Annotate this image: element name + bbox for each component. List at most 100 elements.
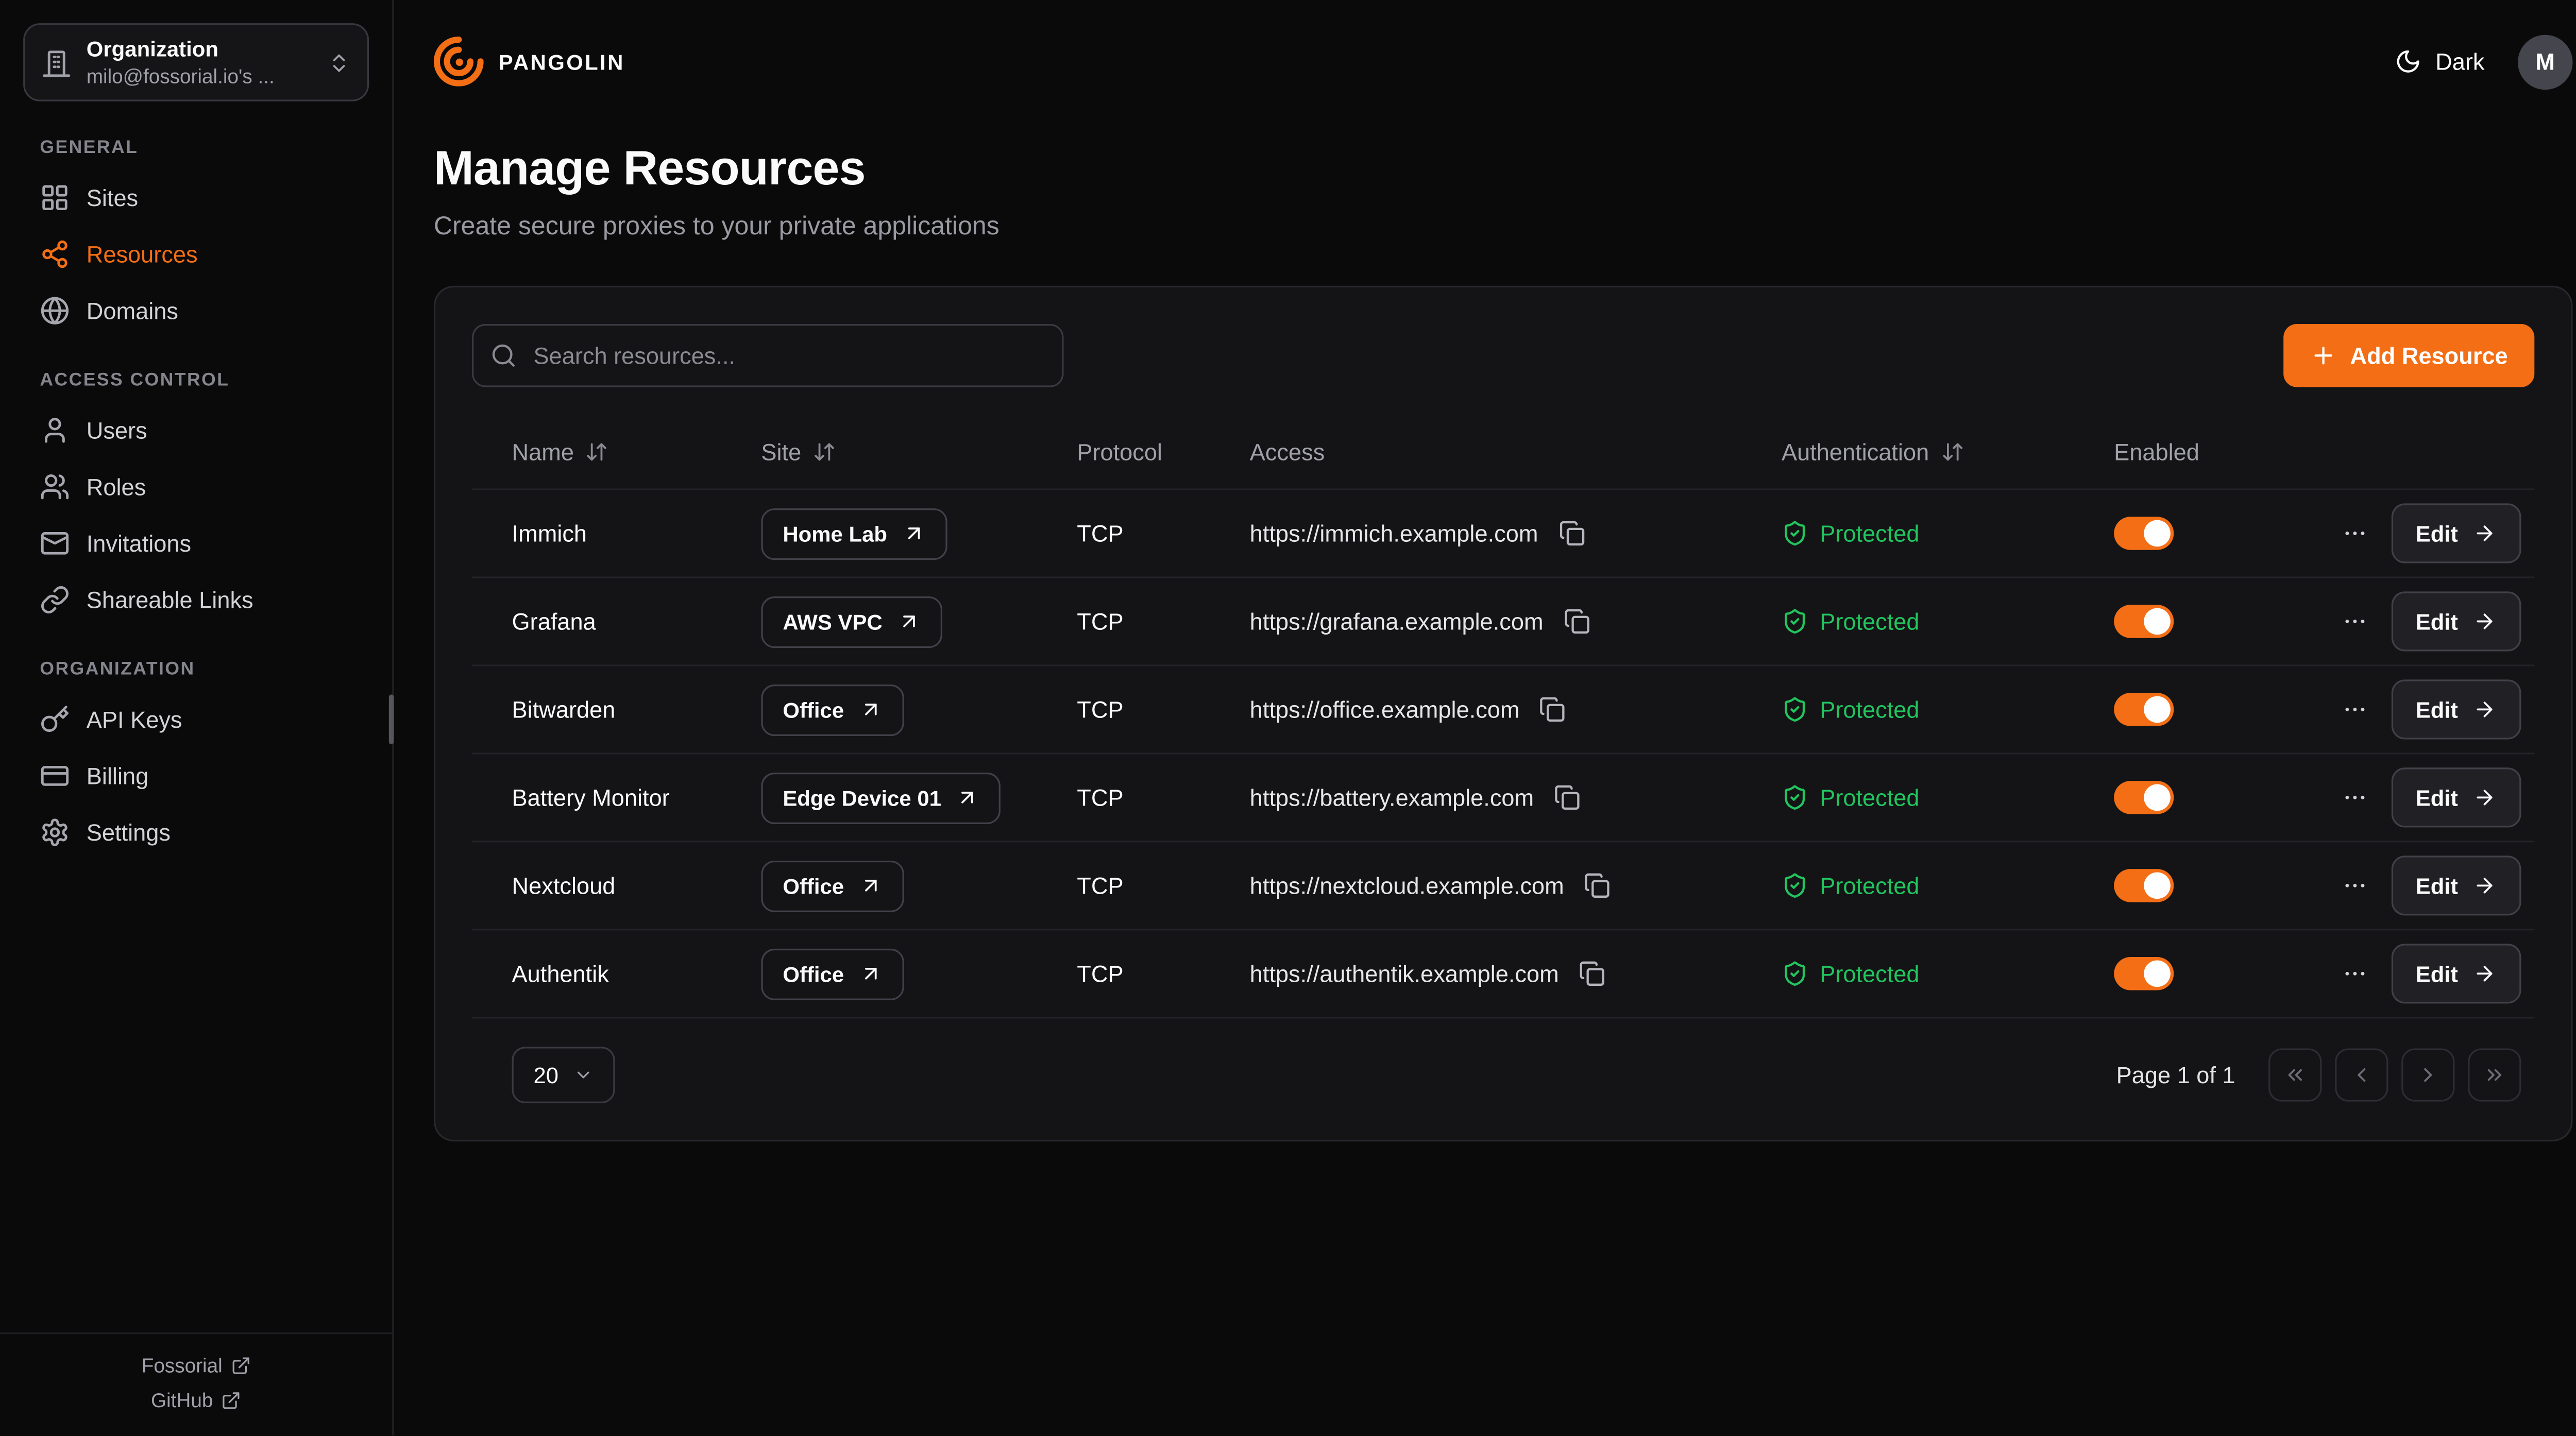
edit-button[interactable]: Edit [2391,503,2521,563]
site-link[interactable]: AWS VPC [761,595,942,647]
row-menu-button[interactable] [2331,774,2377,820]
search-input[interactable] [472,324,1064,387]
org-selector[interactable]: Organization milo@fossorial.io's ... [23,23,369,101]
theme-toggle[interactable]: Dark [2396,48,2485,75]
sidebar-item-invitations[interactable]: Invitations [23,517,369,570]
add-resource-button[interactable]: Add Resource [2283,324,2535,387]
fossorial-link[interactable]: Fossorial [142,1354,251,1377]
user-avatar[interactable]: M [2518,34,2573,89]
table-row: Battery Monitor Edge Device 01 TCP https… [472,754,2535,843]
copy-button[interactable] [1555,517,1588,550]
sidebar-item-label: Roles [86,473,146,500]
page-size-select[interactable]: 20 [512,1047,615,1103]
sidebar-item-billing[interactable]: Billing [23,749,369,802]
link-icon [40,585,70,614]
table-row: Authentik Office TCP https://authentik.e… [472,930,2535,1019]
search-box [472,324,1064,387]
add-resource-label: Add Resource [2350,342,2508,369]
copy-icon [1558,520,1585,547]
shield-check-icon [1782,608,1808,635]
edit-button[interactable]: Edit [2391,767,2521,828]
access-cell: https://nextcloud.example.com [1250,869,1782,902]
column-header-authentication[interactable]: Authentication [1782,438,2114,465]
auth-label: Protected [1820,872,1920,899]
edit-button[interactable]: Edit [2391,591,2521,652]
table-header: Name Site Protocol Access Authentication [472,414,2535,490]
site-link[interactable]: Edge Device 01 [761,772,1002,824]
previous-page-button[interactable] [2335,1048,2388,1102]
access-url: https://immich.example.com [1249,520,1538,547]
sidebar-resize-handle[interactable] [388,694,394,745]
copy-button[interactable] [1581,869,1614,902]
column-header-site[interactable]: Site [761,438,1077,465]
row-menu-button[interactable] [2331,950,2377,997]
site-link[interactable]: Office [761,860,904,912]
row-menu-button[interactable] [2331,598,2377,644]
copy-button[interactable] [1536,693,1570,726]
sidebar-item-settings[interactable]: Settings [23,806,369,859]
row-actions: Edit [2331,503,2521,563]
sidebar-item-label: Shareable Links [86,586,253,613]
enabled-toggle[interactable] [2114,517,2174,550]
copy-button[interactable] [1550,781,1584,814]
auth-status: Protected [1782,608,2114,635]
site-link[interactable]: Office [761,683,904,736]
access-cell: https://battery.example.com [1250,781,1782,814]
enabled-toggle[interactable] [2114,957,2174,990]
auth-status: Protected [1782,784,2114,811]
row-menu-button[interactable] [2331,510,2377,556]
enabled-toggle[interactable] [2114,869,2174,902]
row-menu-button[interactable] [2331,686,2377,732]
sidebar-item-sites[interactable]: Sites [23,171,369,224]
fossorial-link-label: Fossorial [141,1354,223,1378]
access-cell: https://authentik.example.com [1250,957,1782,990]
access-url: https://authentik.example.com [1249,960,1559,987]
edit-button[interactable]: Edit [2391,856,2521,916]
row-menu-button[interactable] [2331,862,2377,909]
protocol: TCP [1077,696,1124,723]
column-header-name[interactable]: Name [512,438,761,465]
avatar-initial: M [2535,48,2555,75]
column-header-protocol: Protocol [1077,437,1162,465]
last-page-button[interactable] [2468,1048,2521,1102]
sidebar-item-shareable-links[interactable]: Shareable Links [23,573,369,626]
resource-name: Battery Monitor [512,784,670,811]
theme-toggle-label: Dark [2435,48,2485,75]
enabled-toggle[interactable] [2114,605,2174,638]
site-name: Edge Device 01 [783,785,942,810]
github-link[interactable]: GitHub [151,1389,241,1412]
site-link[interactable]: Office [761,948,904,1000]
page-head: Manage Resources Create secure proxies t… [434,143,2573,243]
copy-button[interactable] [1560,605,1594,638]
shield-check-icon [1782,960,1808,987]
resource-name: Immich [512,520,587,547]
edit-button[interactable]: Edit [2391,679,2521,740]
next-page-button[interactable] [2401,1048,2455,1102]
auth-label: Protected [1820,520,1920,547]
copy-button[interactable] [1575,957,1609,990]
edit-button[interactable]: Edit [2391,944,2521,1004]
main-content: PANGOLIN Dark M Manage Resources Create … [394,0,2576,1435]
resource-name: Authentik [512,960,609,987]
sidebar-item-roles[interactable]: Roles [23,460,369,514]
sidebar-item-api-keys[interactable]: API Keys [23,693,369,746]
access-cell: https://grafana.example.com [1250,605,1782,638]
protocol: TCP [1077,960,1124,987]
site-name: AWS VPC [783,609,883,634]
card-toolbar: Add Resource [472,324,2535,387]
shield-check-icon [1782,784,1808,811]
protocol: TCP [1077,784,1124,811]
first-page-button[interactable] [2268,1048,2322,1102]
enabled-toggle[interactable] [2114,693,2174,726]
sidebar-item-resources[interactable]: Resources [23,228,369,281]
arrow-up-right-icon [859,698,882,721]
sidebar-item-domains[interactable]: Domains [23,284,369,337]
nav-section-organization: ORGANIZATION [40,659,195,680]
column-header-access: Access [1249,437,1325,465]
site-link[interactable]: Home Lab [761,507,947,559]
sidebar-item-users[interactable]: Users [23,404,369,457]
enabled-toggle[interactable] [2114,781,2174,814]
sidebar-item-label: Domains [86,297,178,324]
auth-label: Protected [1820,608,1920,635]
